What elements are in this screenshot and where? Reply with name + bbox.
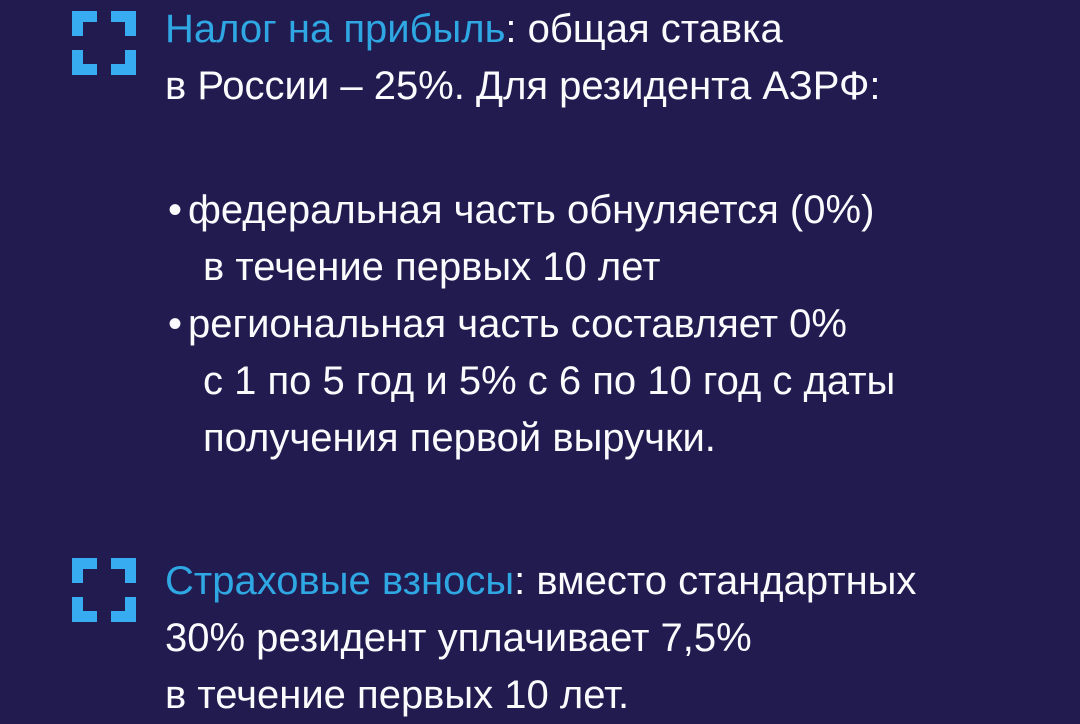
icon-corner <box>72 597 97 622</box>
icon-corner <box>72 11 97 36</box>
bullet-marker: • <box>168 188 183 232</box>
bullet-text-continuation: в течение первых 10 лет <box>203 245 661 289</box>
icon-corner <box>111 11 136 36</box>
icon-corner <box>72 558 97 583</box>
text-line: в России – 25%. Для резидента АЗРФ: <box>165 64 881 108</box>
bullet-item: • региональная часть составляет 0% <box>168 296 895 353</box>
heading-highlight: Страховые взносы <box>165 559 515 603</box>
icon-corner <box>111 597 136 622</box>
bullet-text: федеральная часть обнуляется (0%) <box>188 188 875 232</box>
profit-tax-heading: Налог на прибыль: общая ставка в России … <box>165 1 881 115</box>
frame-corners-icon <box>72 558 136 622</box>
bullet-text: региональная часть составляет 0% <box>188 302 847 346</box>
icon-corner <box>72 50 97 75</box>
heading-rest: : общая ставка <box>505 7 783 51</box>
bullet-marker: • <box>168 302 183 346</box>
icon-corner <box>111 50 136 75</box>
frame-corners-icon <box>72 11 136 75</box>
heading-highlight: Налог на прибыль <box>165 7 506 51</box>
heading-rest: : вместо стандартных <box>514 559 917 603</box>
text-line: в течение первых 10 лет. <box>165 673 630 717</box>
text-line: 30% резидент уплачивает 7,5% <box>165 616 752 660</box>
insurance-contributions-heading: Страховые взносы: вместо стандартных 30%… <box>165 553 916 724</box>
bullet-item: • федеральная часть обнуляется (0%) <box>168 182 895 239</box>
bullet-text-continuation: с 1 по 5 год и 5% с 6 по 10 год с даты <box>203 359 896 403</box>
text-line: Страховые взносы: вместо стандартных <box>165 553 916 610</box>
bullet-text-continuation: получения первой выручки. <box>203 416 716 460</box>
profit-tax-bullet-list: • федеральная часть обнуляется (0%) в теч… <box>168 182 895 467</box>
text-line: Налог на прибыль: общая ставка <box>165 1 881 58</box>
icon-corner <box>111 558 136 583</box>
